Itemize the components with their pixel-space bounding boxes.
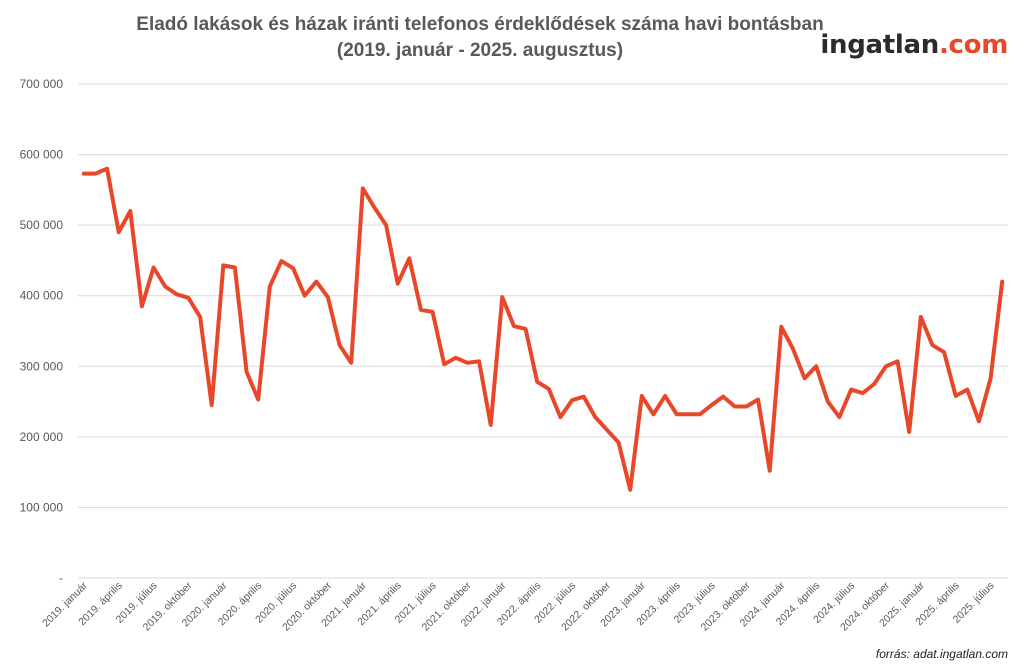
brand-logo: ingatlan.com — [820, 30, 1008, 60]
data-point — [186, 296, 190, 300]
data-point — [640, 394, 644, 398]
data-point — [419, 308, 423, 312]
data-point — [524, 327, 528, 331]
data-point — [919, 315, 923, 319]
data-point — [965, 388, 969, 392]
data-point — [628, 488, 632, 492]
data-point — [535, 380, 539, 384]
data-point — [791, 347, 795, 351]
data-point — [279, 259, 283, 263]
source-note: forrás: adat.ingatlan.com — [875, 647, 1008, 661]
data-point — [663, 394, 667, 398]
y-tick-label: 400 000 — [20, 289, 64, 303]
data-point — [733, 405, 737, 409]
data-point — [442, 362, 446, 366]
data-point — [512, 324, 516, 328]
data-point — [744, 405, 748, 409]
data-point — [861, 391, 865, 395]
data-point — [128, 209, 132, 213]
data-point — [431, 310, 435, 314]
data-point — [989, 376, 993, 380]
chart-title-line2: (2019. január - 2025. augusztus) — [336, 40, 624, 61]
data-point — [896, 359, 900, 363]
data-point — [617, 441, 621, 445]
data-point — [454, 356, 458, 360]
data-point — [105, 167, 109, 171]
data-point — [605, 428, 609, 432]
data-point — [210, 403, 214, 407]
data-point — [977, 419, 981, 423]
data-point — [547, 387, 551, 391]
data-point — [675, 412, 679, 416]
data-point — [500, 295, 504, 299]
y-tick-label: 500 000 — [20, 218, 64, 232]
data-point — [593, 415, 597, 419]
data-point — [93, 172, 97, 176]
data-point — [698, 412, 702, 416]
data-point — [82, 172, 86, 176]
data-point — [582, 395, 586, 399]
data-point — [651, 412, 655, 416]
y-tick-label: - — [59, 571, 63, 585]
data-point — [721, 395, 725, 399]
data-point — [175, 292, 179, 296]
data-point — [477, 359, 481, 363]
data-point — [256, 398, 260, 402]
data-point — [907, 430, 911, 434]
data-point — [930, 343, 934, 347]
y-tick-label: 100 000 — [20, 500, 64, 514]
data-point — [407, 256, 411, 260]
data-point — [837, 415, 841, 419]
data-point — [326, 295, 330, 299]
data-point — [849, 388, 853, 392]
chart-title-line1: Eladó lakások és házak iránti telefonos … — [136, 14, 824, 35]
data-point — [303, 294, 307, 298]
data-point — [954, 394, 958, 398]
data-point — [710, 403, 714, 407]
data-point — [779, 325, 783, 329]
data-point — [245, 370, 249, 374]
data-point — [221, 263, 225, 267]
data-point — [117, 230, 121, 234]
data-point — [233, 266, 237, 270]
data-point — [465, 361, 469, 365]
y-tick-label: 700 000 — [20, 77, 64, 91]
y-tick-label: 200 000 — [20, 430, 64, 444]
data-point — [884, 364, 888, 368]
chart-title: Eladó lakások és házak iránti telefonos … — [60, 12, 900, 64]
data-point — [152, 266, 156, 270]
data-point — [163, 285, 167, 289]
data-point — [338, 343, 342, 347]
data-point — [396, 282, 400, 286]
y-tick-label: 600 000 — [20, 148, 64, 162]
data-point — [140, 304, 144, 308]
series-line — [81, 166, 1005, 492]
data-point — [814, 364, 818, 368]
data-point — [1000, 280, 1004, 284]
data-point — [198, 315, 202, 319]
brand-logo-part2: .com — [938, 30, 1008, 60]
data-point — [803, 376, 807, 380]
data-point — [558, 415, 562, 419]
data-point — [942, 350, 946, 354]
data-point — [756, 398, 760, 402]
brand-logo-part1: ingatlan — [820, 30, 939, 60]
data-point — [384, 223, 388, 227]
data-point — [489, 423, 493, 427]
data-point — [872, 382, 876, 386]
data-point — [826, 400, 830, 404]
data-point — [268, 285, 272, 289]
y-tick-label: 300 000 — [20, 359, 64, 373]
data-point — [686, 412, 690, 416]
data-point — [570, 398, 574, 402]
data-point — [361, 186, 365, 190]
data-point — [372, 206, 376, 210]
data-point — [291, 266, 295, 270]
data-point — [349, 361, 353, 365]
data-point — [314, 280, 318, 284]
data-point — [768, 469, 772, 473]
